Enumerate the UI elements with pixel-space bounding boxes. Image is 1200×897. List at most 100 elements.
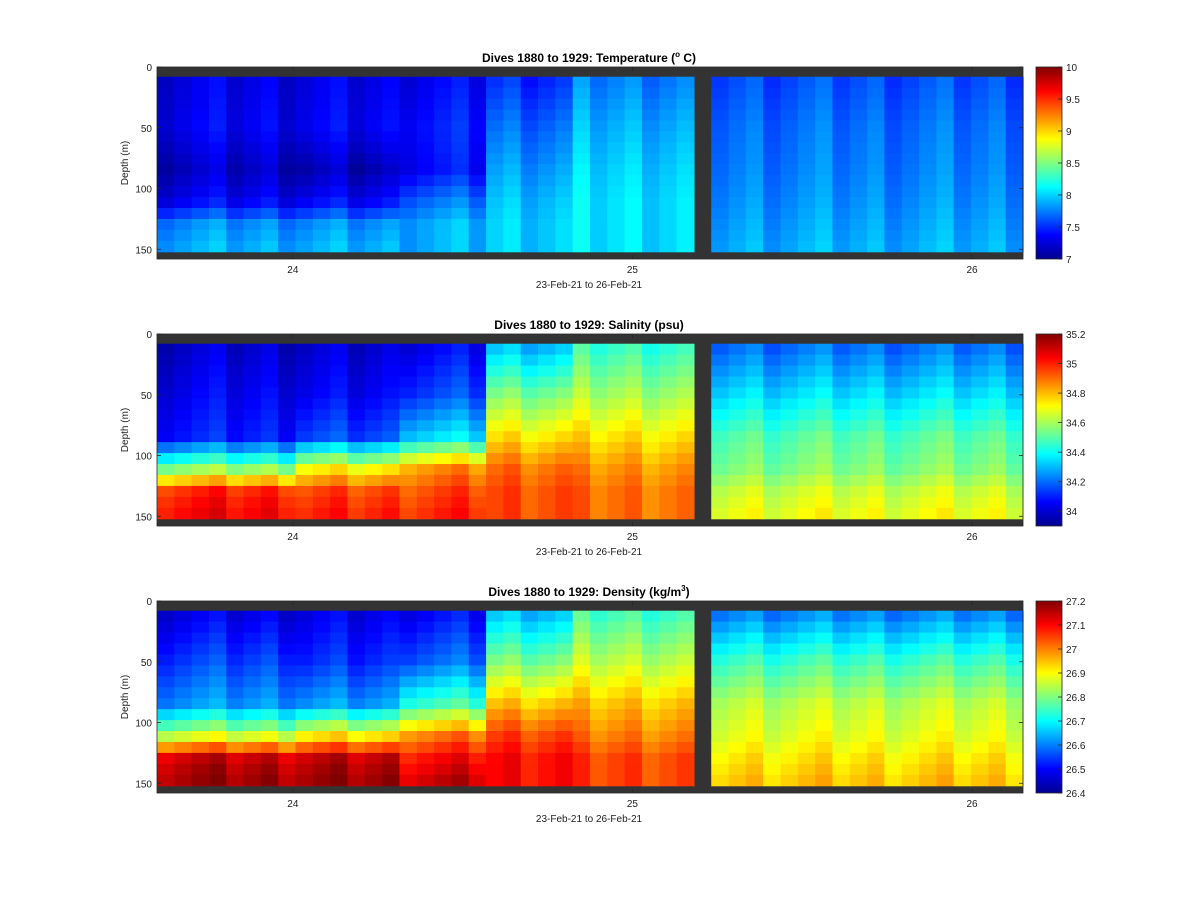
heatmap-cell [295, 464, 314, 476]
heatmap-cell [538, 175, 556, 187]
heatmap-cell [745, 175, 764, 187]
heatmap-cell [243, 240, 262, 253]
heatmap-cell [815, 376, 834, 389]
heatmap-cell [953, 343, 972, 356]
heatmap-cell [641, 240, 660, 253]
x-tick-label: 26 [966, 532, 978, 543]
heatmap-cell [572, 229, 591, 242]
heatmap-cell [347, 632, 366, 645]
heatmap-cell [486, 197, 504, 209]
heatmap-cell [936, 442, 955, 454]
heatmap-cell [832, 131, 851, 143]
heatmap-cell [641, 774, 660, 787]
heatmap-cell [624, 698, 643, 710]
heatmap-cell [901, 420, 920, 432]
heatmap-cell [953, 131, 972, 143]
heatmap-cell [364, 109, 383, 122]
heatmap-cell [174, 709, 193, 721]
heatmap-cell [728, 131, 747, 143]
heatmap-cell [936, 709, 955, 721]
heatmap-cell [382, 654, 401, 667]
heatmap-cell [555, 398, 574, 410]
heatmap-cell [659, 387, 678, 400]
colorbar-tick-label: 34.8 [1066, 389, 1086, 400]
heatmap-cell [416, 186, 435, 198]
heatmap-cell [157, 164, 175, 176]
heatmap-cell [330, 431, 349, 443]
heatmap-cell [607, 420, 626, 432]
heatmap-cell [641, 98, 660, 111]
heatmap-cell [520, 720, 539, 732]
heatmap-cell [520, 120, 539, 133]
heatmap-cell [641, 610, 660, 623]
heatmap-cell [538, 698, 556, 710]
heatmap-cell [953, 665, 972, 677]
colorbar-tick-label: 7 [1066, 255, 1072, 266]
heatmap-cell [780, 621, 799, 634]
heatmap-cell [728, 485, 747, 498]
heatmap-cell [486, 731, 504, 743]
heatmap-cell [711, 464, 730, 476]
heatmap-cell [936, 610, 955, 623]
heatmap-cell [226, 120, 245, 133]
heatmap-cell [936, 731, 955, 743]
heatmap-cell [867, 496, 886, 509]
heatmap-cell [451, 186, 470, 198]
heatmap-cell [208, 621, 227, 634]
colorbar-tick-label: 26.6 [1066, 741, 1086, 752]
heatmap-cell [555, 453, 574, 465]
heatmap-cell [434, 709, 453, 721]
heatmap-cell [486, 654, 504, 667]
heatmap-cell [434, 120, 453, 133]
heatmap-cell [330, 752, 349, 765]
heatmap-cell [780, 654, 799, 667]
heatmap-cell [226, 752, 245, 765]
heatmap-cell [867, 610, 886, 623]
y-tick-label: 0 [146, 597, 152, 608]
heatmap-cell [382, 698, 401, 710]
heatmap-cell [641, 632, 660, 645]
heatmap-cell [797, 474, 816, 487]
heatmap-cell [260, 643, 279, 656]
heatmap-cell [468, 343, 487, 356]
heatmap-cell [451, 207, 470, 220]
heatmap-cell [416, 387, 435, 400]
heatmap-cell [763, 131, 782, 143]
heatmap-cell [364, 387, 383, 400]
heatmap-cell [174, 665, 193, 677]
heatmap-cell [451, 376, 470, 389]
heatmap-cell [590, 229, 608, 242]
x-tick-label: 26 [966, 799, 978, 810]
heatmap-cell [157, 365, 175, 378]
heatmap-cell [347, 164, 366, 176]
heatmap-cell [832, 496, 851, 509]
heatmap-cell [503, 98, 522, 111]
heatmap-cell [572, 109, 591, 122]
heatmap-cell [607, 376, 626, 389]
heatmap-cell [607, 175, 626, 187]
heatmap-cell [382, 87, 401, 100]
heatmap-cell [260, 621, 279, 634]
heatmap-cell [919, 387, 937, 400]
heatmap-cell [936, 654, 955, 667]
heatmap-cell [208, 610, 227, 623]
heatmap-cell [953, 153, 972, 165]
heatmap-cell [312, 687, 331, 699]
heatmap-cell [936, 76, 955, 89]
heatmap-cell [191, 420, 210, 432]
heatmap-cell [157, 643, 175, 656]
heatmap-cell [745, 752, 764, 765]
heatmap-cell [572, 752, 591, 765]
heatmap-cell [1005, 240, 1024, 253]
heatmap-cell [659, 131, 678, 143]
heatmap-cell [416, 343, 435, 356]
heatmap-cell [243, 485, 262, 498]
heatmap-cell [208, 464, 227, 476]
heatmap-cell [434, 376, 453, 389]
heatmap-cell [538, 98, 556, 111]
heatmap-cell [191, 207, 210, 220]
heatmap-cell [382, 164, 401, 176]
heatmap-cell [763, 398, 782, 410]
heatmap-cell [503, 431, 522, 443]
heatmap-cell [347, 485, 366, 498]
